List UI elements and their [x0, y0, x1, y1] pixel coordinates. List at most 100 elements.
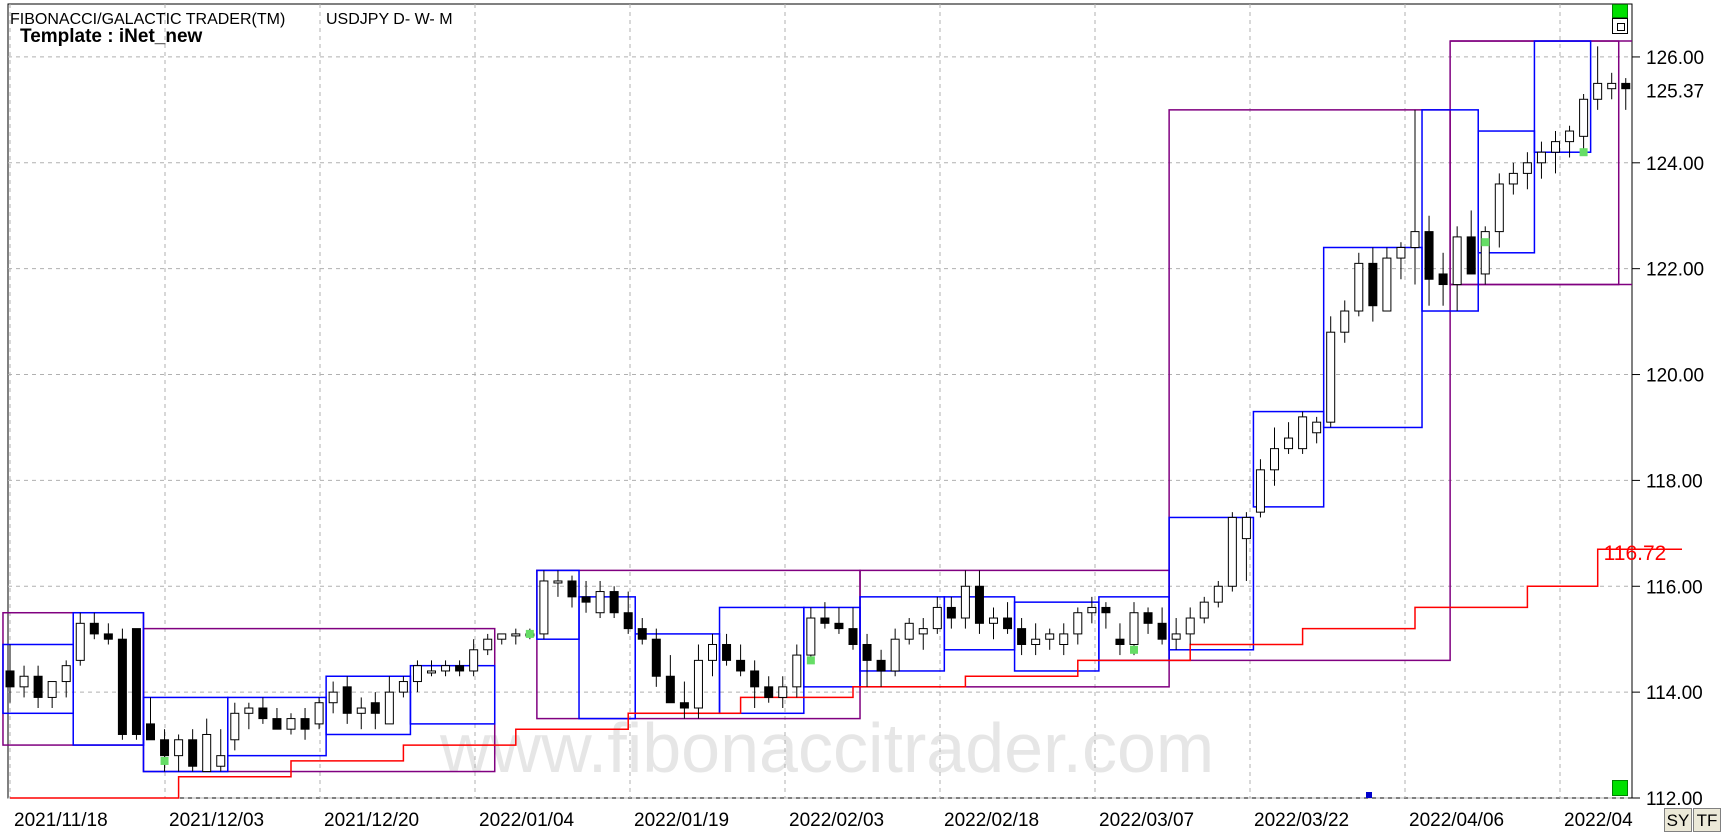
candle-body — [5, 670, 15, 688]
candle-body — [1003, 617, 1013, 630]
candle-body — [89, 622, 99, 635]
x-tick-label: 2022/03/22 — [1254, 810, 1349, 831]
candle-body — [384, 691, 394, 725]
candle-body — [693, 659, 703, 709]
candle-body — [511, 633, 521, 637]
plot-area — [7, 3, 1633, 799]
candle-body — [567, 580, 577, 598]
candle-body — [1017, 628, 1027, 645]
candle-body — [736, 659, 746, 672]
candle-body — [1508, 172, 1518, 185]
candle-body — [1171, 633, 1181, 640]
candle-body — [876, 659, 886, 672]
candle-body — [455, 665, 465, 672]
candle-body — [342, 686, 352, 714]
candle-body — [328, 691, 338, 704]
weekly-range-box — [1168, 516, 1255, 651]
candle-body — [412, 665, 422, 683]
instrument-label: USDJPY D- W- M — [326, 11, 453, 28]
sy-button[interactable]: SY — [1664, 808, 1692, 832]
candle-body — [651, 638, 661, 677]
x-tick-label: 2022/01/19 — [634, 810, 729, 831]
candle-body — [103, 633, 113, 640]
candle-body — [160, 739, 170, 757]
candle-body — [1621, 82, 1631, 90]
candle-body — [272, 718, 282, 730]
candle-body — [960, 585, 970, 619]
candle-body — [19, 675, 29, 688]
candle-body — [848, 628, 858, 645]
template-label: Template : iNet_new — [20, 26, 203, 47]
candle-body — [1087, 606, 1097, 614]
candle-body — [1494, 183, 1504, 233]
candle-body — [286, 718, 296, 730]
candle-body — [722, 643, 732, 661]
candle-body — [441, 665, 451, 672]
candle-body — [1326, 331, 1336, 423]
candle-body — [1410, 231, 1420, 248]
weekly-range-box — [1252, 410, 1325, 508]
pivot-marker — [1481, 238, 1490, 247]
candle-body — [314, 702, 324, 725]
candle-body — [1480, 231, 1490, 275]
app-title: FIBONACCI/GALACTIC TRADER(TM) — [10, 11, 285, 28]
candle-body — [679, 702, 689, 709]
candle-body — [356, 707, 366, 714]
candle-body — [61, 665, 71, 683]
weekly-range-box — [1477, 130, 1536, 254]
x-tick-label: 2022/02/18 — [944, 810, 1039, 831]
x-tick-label: 2022/01/04 — [479, 810, 575, 831]
candle-body — [398, 681, 408, 693]
y-tick-label: 118.00 — [1646, 471, 1703, 492]
candle-body — [1199, 601, 1209, 619]
candle-body — [258, 707, 268, 720]
candle-body — [946, 606, 956, 619]
candle-body — [792, 654, 802, 688]
candle-body — [427, 670, 436, 674]
y-tick-label: 124.00 — [1646, 154, 1704, 175]
monthly-range-box — [1168, 109, 1451, 662]
tf-button[interactable]: TF — [1693, 808, 1721, 832]
candle-body — [637, 628, 647, 640]
candle-body — [834, 622, 844, 630]
candle-body — [1227, 516, 1237, 587]
candle-body — [1129, 612, 1139, 645]
candle-body — [370, 702, 380, 714]
weekly-range-box — [409, 664, 496, 725]
candle-body — [1466, 236, 1476, 275]
candle-body — [1157, 622, 1167, 640]
y-tick-label: 122.00 — [1646, 260, 1704, 281]
candle-body — [1396, 246, 1406, 259]
candle-body — [539, 580, 549, 635]
candle-body — [1101, 606, 1111, 614]
candle-body — [174, 739, 184, 757]
candle-body — [1354, 262, 1364, 312]
candle-body — [1312, 421, 1322, 434]
candle-body — [1424, 231, 1434, 280]
candle-body — [918, 628, 928, 635]
candle-body — [1579, 98, 1589, 137]
y-tick-label: 120.00 — [1646, 366, 1704, 387]
candle-body — [609, 591, 619, 614]
candle-body — [244, 707, 254, 714]
candle-body — [595, 591, 605, 614]
weekly-range-box — [72, 611, 145, 746]
candle-body — [202, 733, 212, 773]
candle-body — [750, 670, 760, 688]
top-right-status-square — [1612, 4, 1628, 18]
x-tick-label: 2021/12/20 — [324, 810, 419, 831]
candle-body — [1059, 633, 1069, 645]
candle-body — [820, 617, 830, 624]
candle-body — [117, 638, 127, 735]
candle-body — [1213, 585, 1223, 603]
restore-window-icon[interactable] — [1612, 18, 1628, 34]
candle-body — [862, 643, 872, 661]
candle-body — [904, 622, 914, 640]
candle-body — [623, 612, 633, 630]
candle-body — [890, 638, 900, 672]
y-tick-label: 116.00 — [1646, 577, 1703, 598]
candle-body — [1382, 257, 1392, 312]
x-tick-label: 2022/04/06 — [1409, 810, 1504, 831]
candle-body — [1185, 617, 1195, 635]
